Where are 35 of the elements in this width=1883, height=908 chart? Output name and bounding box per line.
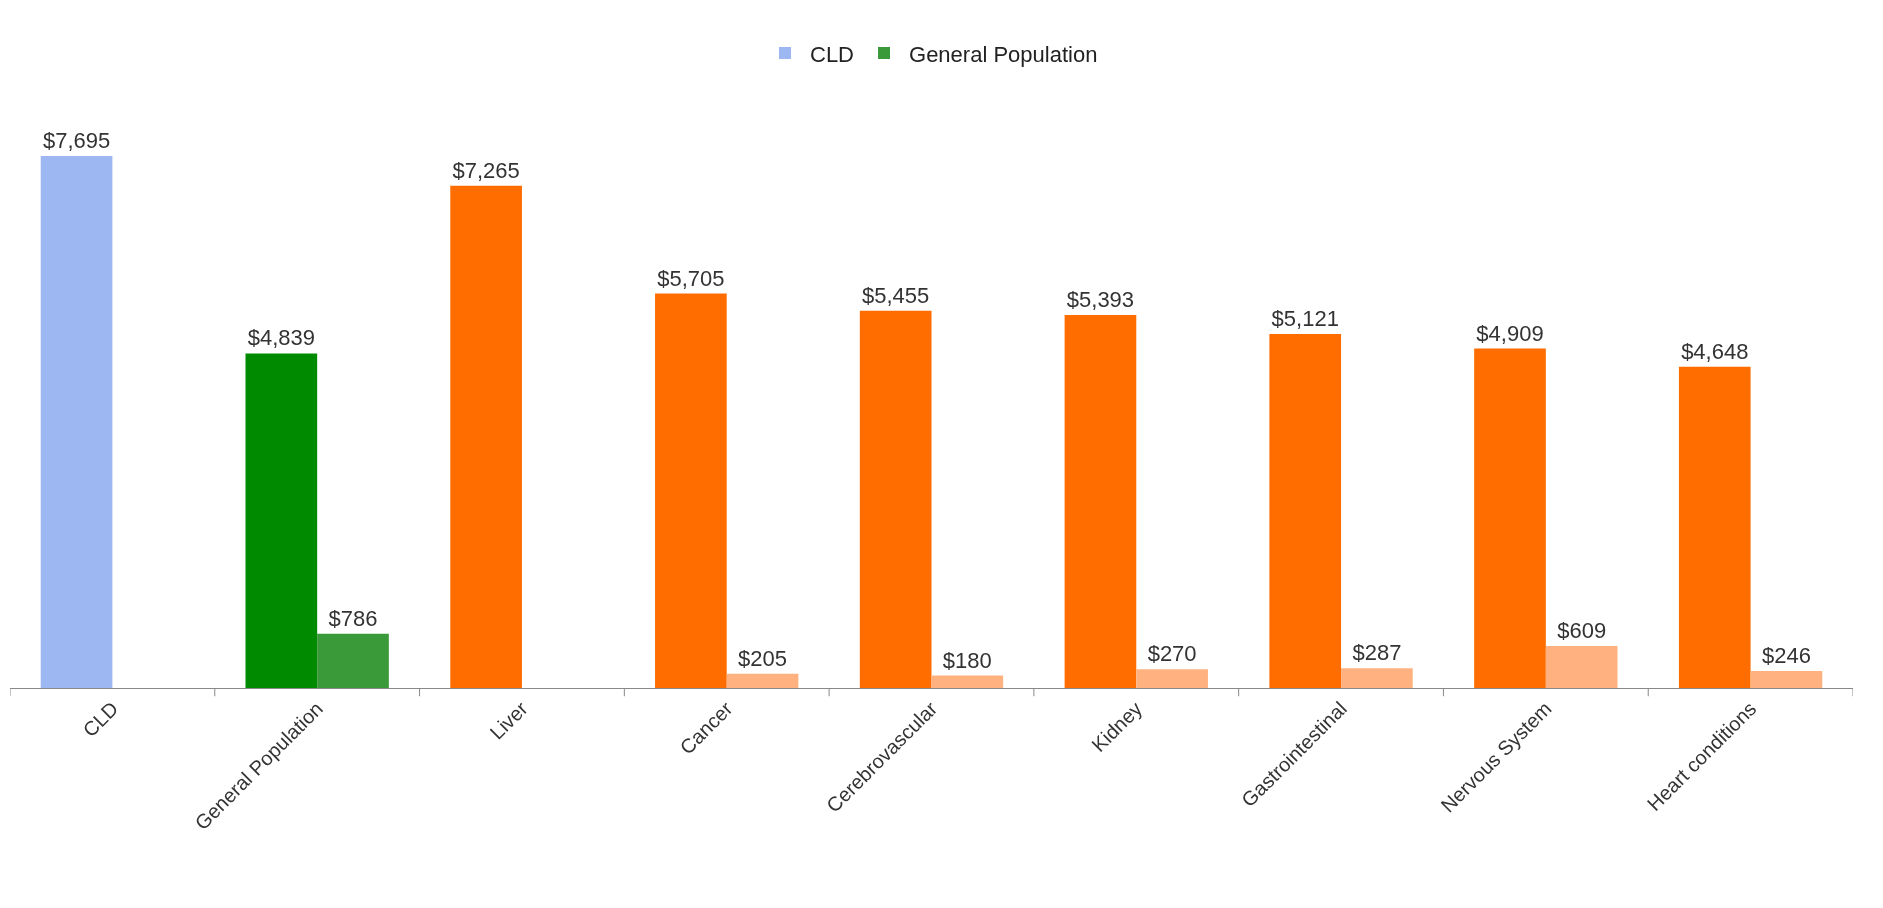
bar — [1341, 668, 1413, 688]
data-label: $5,705 — [657, 265, 725, 291]
legend-label: General Population — [909, 41, 1098, 67]
data-label: $7,695 — [42, 127, 111, 153]
data-label: $5,121 — [1271, 305, 1339, 331]
data-label: $4,909 — [1476, 320, 1544, 346]
bar — [317, 633, 389, 688]
data-label: $205 — [738, 645, 788, 671]
data-label: $246 — [1761, 642, 1811, 668]
bar — [1269, 333, 1342, 688]
bar — [450, 185, 522, 688]
data-label: $5,393 — [1066, 287, 1135, 313]
data-label: $4,839 — [247, 325, 315, 351]
bar — [40, 155, 113, 688]
bar — [1750, 670, 1823, 688]
bar — [1474, 348, 1546, 688]
x-tick-label: CLD — [78, 697, 123, 742]
bar — [1064, 315, 1137, 688]
data-label: $5,455 — [862, 282, 930, 308]
bar — [931, 675, 1004, 688]
bar — [1136, 669, 1208, 688]
bar — [655, 293, 727, 688]
bar — [859, 310, 932, 688]
data-label: $786 — [328, 605, 378, 631]
data-label: $7,265 — [452, 157, 520, 183]
bar — [726, 673, 799, 688]
legend-label: CLD — [810, 41, 855, 67]
data-label: $609 — [1557, 617, 1607, 643]
bar — [1545, 645, 1618, 688]
data-label: $4,648 — [1681, 338, 1749, 364]
bar — [1678, 366, 1751, 688]
data-label: $287 — [1352, 640, 1402, 666]
data-label: $180 — [942, 647, 992, 673]
bar — [245, 353, 318, 688]
data-label: $270 — [1147, 641, 1197, 667]
